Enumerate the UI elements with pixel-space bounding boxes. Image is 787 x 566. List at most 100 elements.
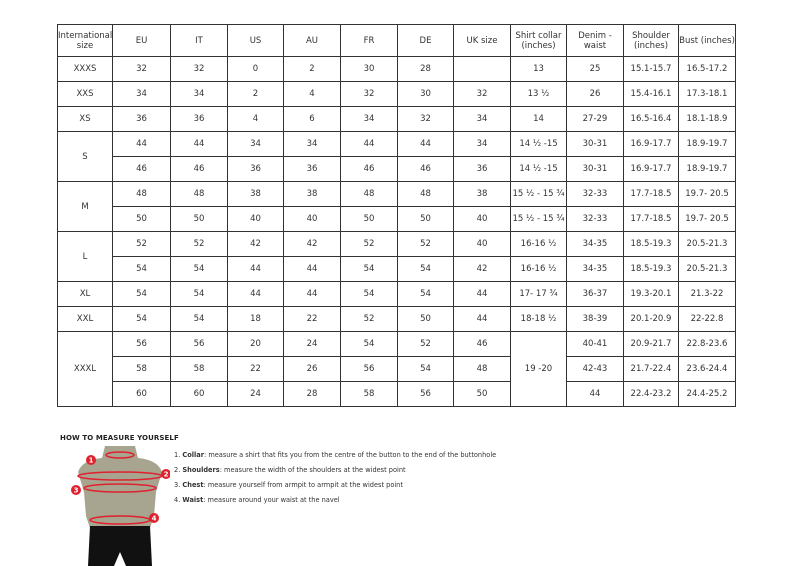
table-cell: 48 [170,181,228,207]
table-cell: 54 [397,281,454,307]
international-size-cell: XXXS [57,56,113,82]
table-cell [453,56,511,82]
table-row: XS 36 36 4 6 34 32 34 14 27-29 16.5-16.4 18.1-18.9 [57,106,736,132]
table-cell: 48 [112,181,171,207]
table-cell: 22 [227,356,284,382]
measure-step: 2. Shoulders: measure the width of the s… [174,466,496,481]
table-cell: 40 [453,206,511,232]
column-header: Bust (inches) [678,24,736,57]
table-cell: 34 [227,131,284,157]
table-cell: 48 [453,356,511,382]
step-term: Collar [182,451,204,459]
table-cell: 54 [112,256,171,282]
measure-step: 4. Waist: measure around your waist at t… [174,496,496,511]
table-cell: 18.9-19.7 [678,131,736,157]
international-size-cell: XS [57,106,113,132]
table-cell: 17.7-18.5 [623,206,679,232]
table-cell: 48 [397,181,454,207]
table-cell: 36 [112,106,171,132]
table-cell: 56 [170,331,228,357]
column-header: Shoulder (inches) [623,24,679,57]
table-cell: 21.7-22.4 [623,356,679,382]
table-cell: 44 [453,281,511,307]
marker-number: 3 [74,487,79,495]
table-cell: 18.1-18.9 [678,106,736,132]
table-cell: 18 [227,306,284,332]
table-cell: 54 [170,281,228,307]
column-header: US [227,24,284,57]
table-cell: 36-37 [566,281,624,307]
table-cell: 40 [283,206,341,232]
table-cell: 28 [397,56,454,82]
table-cell: 54 [340,281,398,307]
international-size-cell: M [57,181,113,232]
table-cell: 40 [453,231,511,257]
table-cell: 14 ½ -15 [510,156,567,182]
table-cell: 18.9-19.7 [678,156,736,182]
table-cell: 44 [112,131,171,157]
international-size-cell: XXXL [57,331,113,407]
table-cell: 13 ½ [510,81,567,107]
table-cell: 18-18 ½ [510,306,567,332]
table-cell: 15.1-15.7 [623,56,679,82]
shorts-shape [88,526,152,566]
table-cell: 34 [453,106,511,132]
body-measure-illustration: 1 2 3 4 [71,446,170,566]
table-cell: 50 [453,381,511,407]
table-row: 60 60 24 28 58 56 50 44 22.4-23.2 24.4-25.2 [58,381,736,407]
table-cell: 0 [227,56,284,82]
table-cell: 54 [170,306,228,332]
table-cell: 52 [397,231,454,257]
table-cell: 15 ½ - 15 ¾ [510,206,567,232]
table-cell: 28 [283,381,341,407]
table-cell: 42 [283,231,341,257]
step-number: 1. [174,451,181,459]
table-cell: 54 [340,256,398,282]
table-row: M 48 48 38 38 48 48 38 15 ½ - 15 ¾ 32-33 17.7-18.5… [57,181,736,232]
table-cell: 22.8-23.6 [678,331,736,357]
marker-circle [161,469,170,479]
table-cell: 17.7-18.5 [623,181,679,207]
table-cell: 32 [453,81,511,107]
table-cell: 15 ½ - 15 ¾ [510,181,567,207]
table-row: S 44 44 34 34 44 44 34 14 ½ -15 30-31 16.9-17.7 18.… [57,131,736,182]
table-cell: 44 [566,381,624,407]
table-cell: 36 [227,156,284,182]
table-cell: 44 [170,131,228,157]
table-cell: 44 [283,256,341,282]
table-cell: 4 [283,81,341,107]
table-cell: 25 [566,56,624,82]
table-cell: 32 [170,56,228,82]
table-row: 50 50 40 40 50 50 40 15 ½ - 15 ¾ 32-33 17.7-18.5 1… [58,206,736,232]
table-cell: 32 [112,56,171,82]
table-cell: 2 [227,81,284,107]
table-cell: 17.3-18.1 [678,81,736,107]
table-cell: 16.5-16.4 [623,106,679,132]
column-header: UK size [453,24,511,57]
table-cell: 32 [340,81,398,107]
table-cell: 46 [453,331,511,357]
table-cell: 54 [170,256,228,282]
table-cell: 34-35 [566,231,624,257]
table-cell: 14 [510,106,567,132]
marker-circle [86,455,96,465]
table-cell: 34 [340,106,398,132]
table-cell: 22-22.8 [678,306,736,332]
marker-circle [149,513,159,523]
table-cell: 27-29 [566,106,624,132]
step-term: Chest [182,481,204,489]
table-cell: 30 [397,81,454,107]
table-cell: 52 [340,231,398,257]
table-cell: 16.9-17.7 [623,131,679,157]
table-cell: 24.4-25.2 [678,381,736,407]
table-cell: 56 [340,356,398,382]
table-row: XXS 34 34 2 4 32 30 32 13 ½ 26 15.4-16.1 17.3-18.1 [57,81,736,107]
table-cell: 21.3-22 [678,281,736,307]
column-header: AU [283,24,341,57]
table-cell: 54 [112,306,171,332]
table-cell: 54 [340,331,398,357]
table-cell: 52 [170,231,228,257]
marker-number: 1 [89,457,94,465]
table-cell: 54 [397,256,454,282]
table-cell: 38 [227,181,284,207]
